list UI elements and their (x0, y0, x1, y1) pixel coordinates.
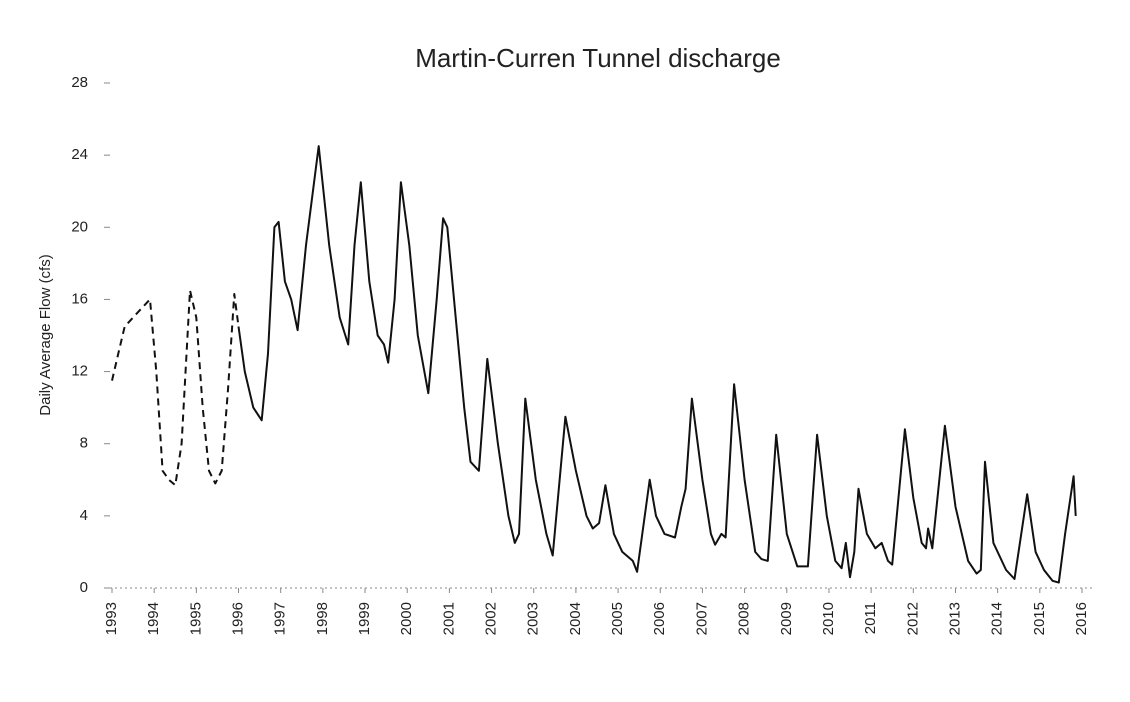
x-tick-label: 2001 (440, 602, 457, 635)
x-tick-label: 1996 (229, 602, 246, 635)
x-tick-label: 1995 (187, 602, 204, 635)
x-tick-label: 2012 (904, 602, 921, 635)
x-tick-label: 2008 (736, 602, 753, 635)
y-tick-label: 0 (80, 579, 88, 596)
x-tick-label: 1994 (145, 602, 162, 635)
chart-title: Martin-Curren Tunnel discharge (415, 43, 781, 73)
x-tick-label: 2003 (525, 602, 542, 635)
x-tick-label: 2016 (1073, 602, 1090, 635)
x-tick-label: 2015 (1031, 602, 1048, 635)
y-tick-label: 28 (71, 74, 88, 91)
x-tick-label: 2000 (398, 602, 415, 635)
x-tick-label: 1993 (103, 602, 120, 635)
y-tick-label: 16 (71, 290, 88, 307)
y-tick-label: 24 (71, 146, 88, 163)
x-tick-label: 2004 (567, 602, 584, 635)
y-tick-label: 4 (80, 507, 88, 524)
y-tick-label: 8 (80, 435, 88, 452)
data-line (111, 289, 240, 487)
x-tick-label: 2007 (693, 602, 710, 635)
x-tick-label: 2014 (989, 602, 1006, 635)
x-tick-label: 2009 (778, 602, 795, 635)
data-line (237, 145, 1077, 584)
y-axis-label: Daily Average Flow (cfs) (37, 254, 54, 415)
x-tick-label: 2010 (820, 602, 837, 635)
x-tick-label: 2005 (609, 602, 626, 635)
x-tick-label: 2011 (862, 602, 879, 634)
x-tick-label: 1998 (314, 602, 331, 635)
x-tick-label: 2002 (483, 602, 500, 635)
x-tick-label: 1997 (272, 602, 289, 635)
y-tick-label: 12 (71, 363, 88, 380)
x-tick-label: 2013 (946, 602, 963, 635)
x-tick-label: 2006 (651, 602, 668, 635)
y-tick-label: 20 (71, 218, 88, 235)
x-tick-label: 1999 (356, 602, 373, 635)
